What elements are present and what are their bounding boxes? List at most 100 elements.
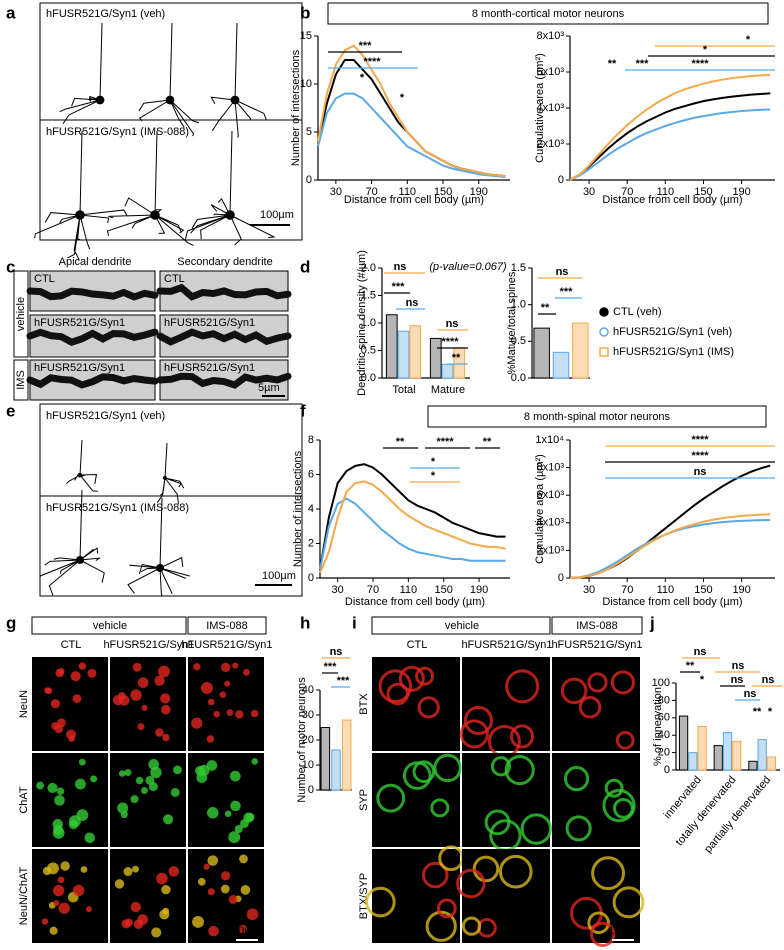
significance: ns <box>731 674 744 686</box>
signal <box>456 868 486 899</box>
x-tick-label: 70 <box>365 186 377 198</box>
y-tick-label: 0 <box>664 764 670 776</box>
series-line <box>317 59 506 178</box>
soma <box>75 210 85 220</box>
signal <box>41 918 49 925</box>
series-line <box>319 497 506 570</box>
image-frame <box>39 495 303 597</box>
significance: *** <box>324 661 338 673</box>
signal <box>430 798 450 818</box>
signal <box>150 766 162 779</box>
row-group: vehicle <box>15 297 27 331</box>
axes <box>319 440 510 579</box>
bar <box>331 749 341 791</box>
legend-marker <box>599 307 609 317</box>
column-label: CTL <box>407 639 428 651</box>
micrograph <box>188 657 264 751</box>
signal <box>578 696 602 719</box>
column-label: hFUSR521G/Syn1 <box>181 639 272 651</box>
x-tick-label: 30 <box>583 186 595 198</box>
signal <box>228 831 241 844</box>
signal <box>228 895 238 904</box>
signal <box>118 770 126 777</box>
header-box <box>327 2 769 25</box>
y-tick-label: 2x10³ <box>536 138 564 150</box>
series-line <box>317 44 506 178</box>
x-axis-label: Distance from cell body (µm) <box>602 596 742 608</box>
signal <box>415 666 435 686</box>
bar <box>678 715 689 771</box>
legend-label: hFUSR521G/Syn1 (veh) <box>613 326 732 338</box>
significance: ** <box>452 352 461 364</box>
column-header: Apical dendrite <box>59 256 132 268</box>
signal <box>398 665 425 692</box>
signal <box>412 760 436 784</box>
panel-label: j <box>649 613 655 632</box>
x-tick-label: 150 <box>694 186 712 198</box>
x-tick-label: 110 <box>657 584 675 596</box>
significance: ns <box>446 318 459 330</box>
signal <box>250 709 259 718</box>
y-tick-label: 0 <box>558 174 564 186</box>
soma <box>150 210 160 220</box>
panel-label: i <box>352 613 357 632</box>
cell-label: hFUSR521G/Syn1 <box>34 362 125 374</box>
y-tick-label: 6x10³ <box>536 66 564 78</box>
group-box <box>551 616 643 635</box>
y-axis-label: Number of intersections <box>290 49 302 166</box>
signal <box>243 668 250 676</box>
series-line <box>319 480 506 574</box>
signal <box>132 662 142 672</box>
y-tick-label: 8x10³ <box>536 462 564 474</box>
legend-label: hFUSR521G/Syn1 (IMS) <box>613 346 734 358</box>
signal <box>68 819 79 830</box>
y-tick-label: 100 <box>652 677 670 689</box>
significance: ns <box>394 261 407 273</box>
panel-label: c <box>6 257 15 276</box>
neuron <box>39 489 105 596</box>
column-label: hFUSR521G/Syn1 <box>103 639 194 651</box>
x-tick-label: partially denervated <box>702 774 773 855</box>
signal <box>610 670 635 695</box>
column-label: hFUSR521G/Syn1 <box>461 639 552 651</box>
header: 8 month-spinal motor neurons <box>524 411 671 423</box>
signal <box>137 723 145 731</box>
signal <box>213 710 220 718</box>
series-line <box>569 73 771 181</box>
series-line <box>319 463 506 570</box>
signal <box>53 900 60 907</box>
signal <box>55 668 64 678</box>
x-tick-label: 110 <box>657 186 675 198</box>
significance: (p-value=0.067) <box>429 261 507 273</box>
neuron <box>127 497 190 597</box>
y-tick-label: 8x10³ <box>536 30 564 42</box>
series-line <box>569 108 771 181</box>
panel-label: a <box>6 3 16 22</box>
bar <box>409 325 422 379</box>
x-tick-label: 30 <box>583 584 595 596</box>
significance: ** <box>483 436 492 448</box>
bar <box>766 756 777 771</box>
signal <box>145 775 155 785</box>
x-tick-label: 190 <box>470 186 488 198</box>
bar <box>757 739 767 771</box>
signal <box>239 854 248 864</box>
signal <box>84 832 96 844</box>
signal <box>206 807 219 819</box>
signal <box>160 693 171 704</box>
y-tick-label: 0.0 <box>511 372 526 384</box>
neuron <box>34 130 128 261</box>
significance: * <box>768 706 773 718</box>
neuron <box>138 22 200 137</box>
signal <box>365 886 396 918</box>
neuron <box>184 130 276 246</box>
significance: ** <box>753 706 762 718</box>
series-line <box>569 513 771 579</box>
micrograph <box>188 849 264 943</box>
x-tick-label: Total <box>392 384 415 396</box>
image-label: hFUSR521G/Syn1 (veh) <box>46 410 165 422</box>
signal <box>160 704 171 715</box>
soma <box>163 476 167 480</box>
signal <box>421 861 449 889</box>
bar <box>722 732 733 771</box>
